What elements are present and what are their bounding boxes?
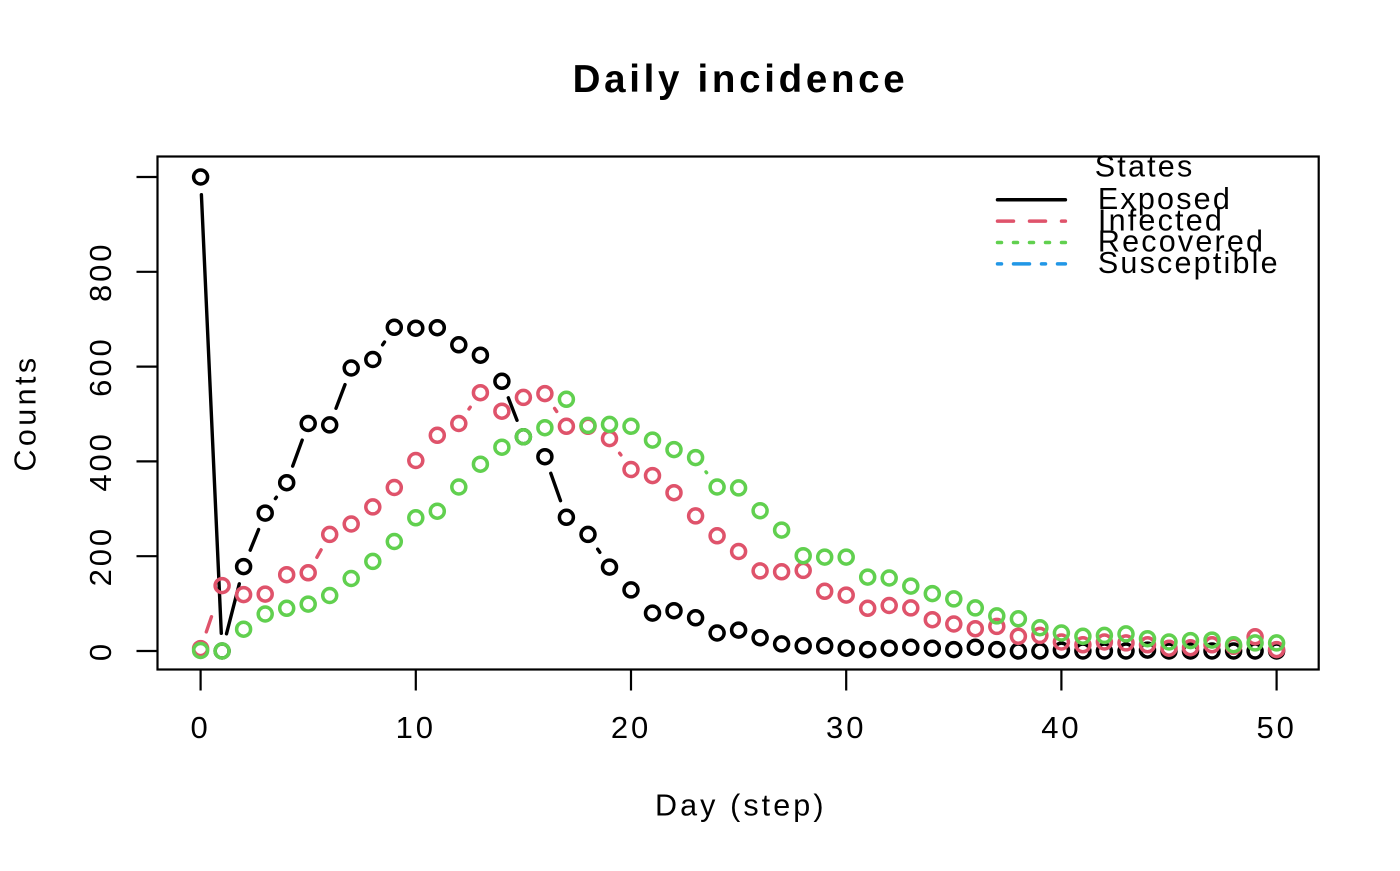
svg-text:Susceptible: Susceptible	[1098, 246, 1280, 280]
svg-text:Daily incidence: Daily incidence	[573, 58, 909, 101]
svg-text:30: 30	[826, 710, 866, 745]
svg-text:Day (step): Day (step)	[655, 789, 827, 823]
svg-text:10: 10	[396, 710, 436, 745]
svg-text:50: 50	[1256, 710, 1296, 745]
svg-text:40: 40	[1041, 710, 1081, 745]
svg-text:Recovered: Recovered	[1098, 225, 1265, 259]
svg-text:200: 200	[83, 526, 118, 586]
svg-text:600: 600	[83, 336, 118, 396]
svg-text:Exposed: Exposed	[1098, 182, 1232, 216]
svg-text:800: 800	[83, 242, 118, 302]
svg-text:0: 0	[83, 641, 118, 661]
svg-text:Infected: Infected	[1098, 203, 1224, 237]
svg-text:States: States	[1095, 150, 1195, 184]
svg-text:400: 400	[83, 431, 118, 491]
svg-text:0: 0	[191, 710, 211, 745]
svg-text:20: 20	[611, 710, 651, 745]
svg-text:Counts: Counts	[9, 354, 43, 471]
